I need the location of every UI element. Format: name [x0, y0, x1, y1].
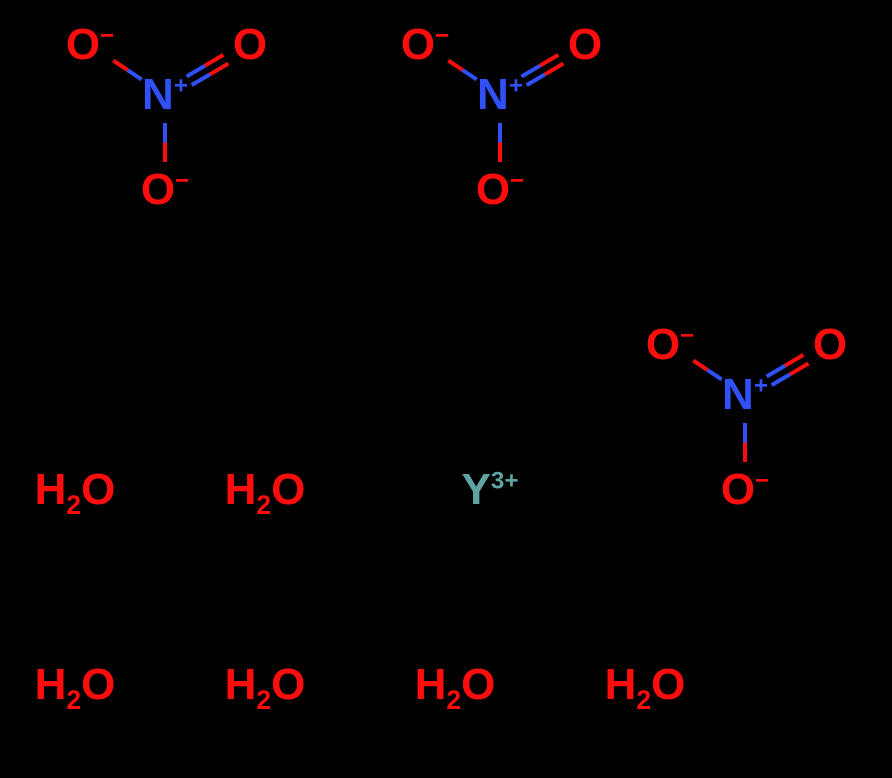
- water-2: H2O: [225, 468, 306, 512]
- nitrate-1-oxygen-1: O−: [66, 23, 114, 67]
- nitrate-3-nitrogen: N+: [722, 373, 768, 417]
- nitrate-2-oxygen-2: O: [568, 23, 602, 67]
- water-5: H2O: [415, 663, 496, 707]
- nitrate-1-nitrogen: N+: [142, 73, 188, 117]
- molecule-canvas: O− O N+ O− O− O N+ O− O− O N+ O− Y3+ H2O H2O H2O H2O H2O H…: [0, 0, 892, 778]
- water-4: H2O: [225, 663, 306, 707]
- nitrate-2-nitrogen: N+: [477, 73, 523, 117]
- yttrium-cation: Y3+: [462, 468, 519, 512]
- water-6: H2O: [605, 663, 686, 707]
- nitrate-3-oxygen-2: O: [813, 323, 847, 367]
- nitrate-3-oxygen-1: O−: [646, 323, 694, 367]
- nitrate-1-oxygen-2: O: [233, 23, 267, 67]
- water-3: H2O: [35, 663, 116, 707]
- nitrate-2-oxygen-3: O−: [476, 168, 524, 212]
- nitrate-3-oxygen-3: O−: [721, 468, 769, 512]
- nitrate-1-oxygen-3: O−: [141, 168, 189, 212]
- nitrate-2-oxygen-1: O−: [401, 23, 449, 67]
- water-1: H2O: [35, 468, 116, 512]
